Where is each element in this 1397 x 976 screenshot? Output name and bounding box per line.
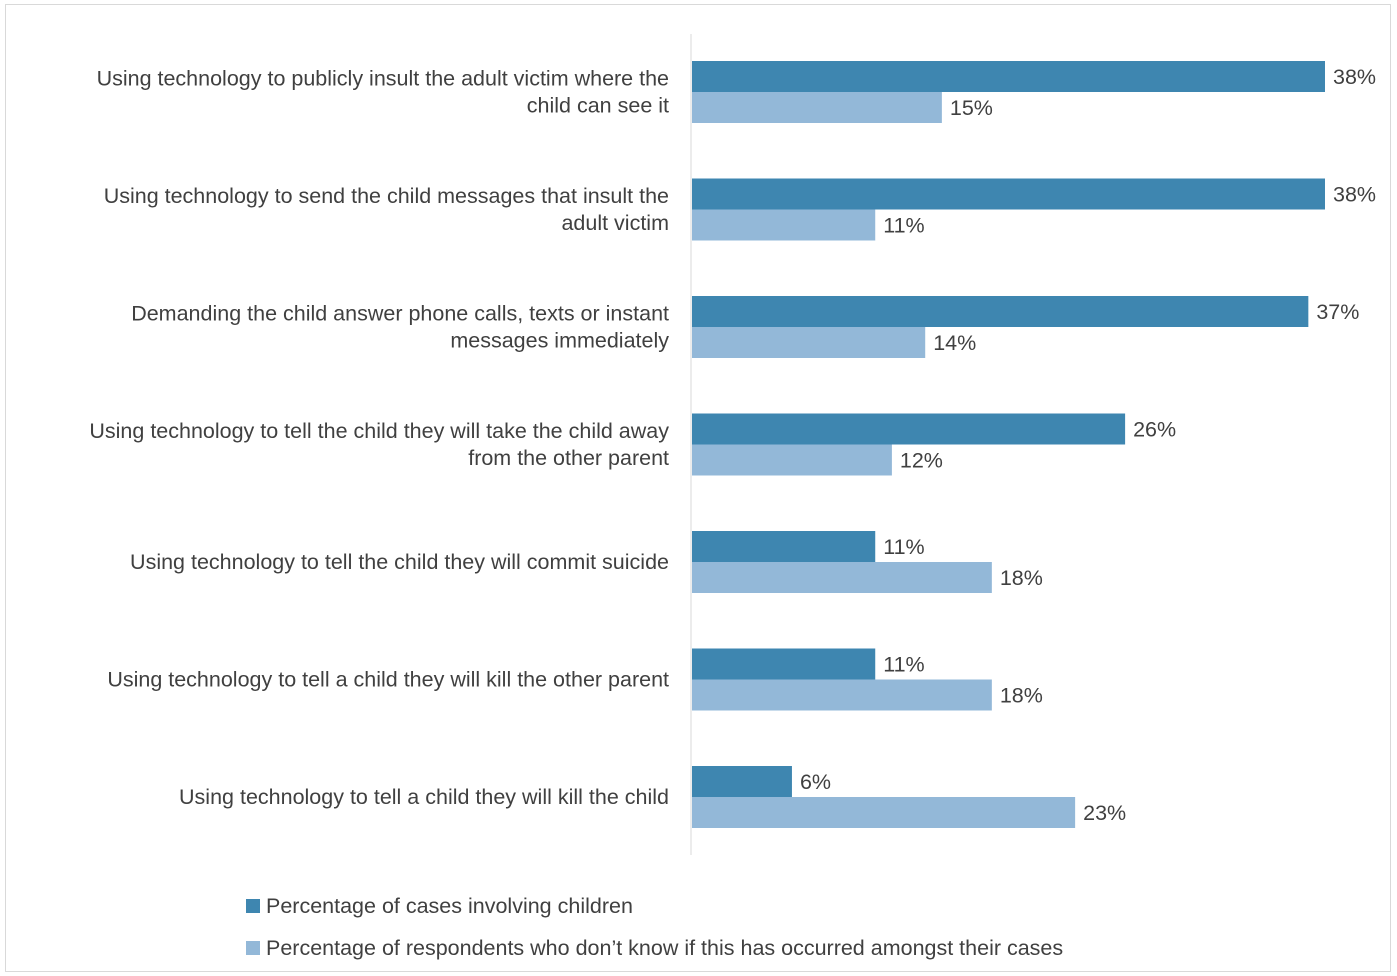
data-label: 11%	[883, 214, 924, 238]
bar-dont-know	[692, 209, 876, 241]
category-label: Using technology to tell a child they wi…	[179, 785, 669, 809]
bar-dont-know	[692, 562, 992, 593]
category-label-line: Using technology to tell a child they wi…	[107, 668, 669, 692]
legend-item-dont-know: Percentage of respondents who don’t know…	[246, 930, 1063, 966]
legend-swatch-cases	[246, 899, 260, 913]
bar-dont-know	[692, 444, 892, 476]
category-label-line: Using technology to publicly insult the …	[97, 67, 669, 91]
data-label: 23%	[1083, 801, 1126, 825]
category-label-line: Using technology to tell a child they wi…	[179, 785, 669, 809]
category-label: Using technology to tell the child they …	[89, 419, 669, 470]
data-label: 18%	[1000, 684, 1043, 708]
legend-label-cases: Percentage of cases involving children	[266, 893, 633, 918]
legend: Percentage of cases involving children P…	[246, 888, 1063, 972]
category-label: Using technology to tell a child they wi…	[107, 668, 669, 692]
data-label: 26%	[1133, 418, 1176, 442]
bar-dont-know	[692, 679, 992, 711]
category-label: Using technology to tell the child they …	[130, 550, 669, 574]
data-label: 15%	[950, 96, 993, 120]
bar-dont-know	[692, 92, 942, 123]
data-label: 6%	[800, 770, 831, 794]
category-label-line: Using technology to tell the child they …	[130, 550, 669, 574]
category-label-line: Demanding the child answer phone calls, …	[131, 302, 669, 326]
category-label-line: child can see it	[527, 94, 669, 118]
category-label: Demanding the child answer phone calls, …	[131, 302, 669, 353]
category-label-line: messages immediately	[450, 329, 669, 353]
data-label: 11%	[883, 535, 924, 559]
bar-dont-know	[692, 327, 926, 358]
bar-cases	[692, 61, 1325, 92]
bar-cases	[692, 531, 876, 562]
bar-cases	[692, 766, 792, 797]
data-label: 12%	[900, 449, 943, 473]
bar-cases	[692, 296, 1309, 327]
bar-cases	[692, 648, 876, 680]
data-labels: 38% 15% 38% 11% 37% 14% 26% 12% 11% 18% 11% 18% 6% 23…	[800, 65, 1376, 825]
category-label-line: Using technology to tell the child they …	[89, 419, 669, 443]
bar-cases	[692, 413, 1126, 445]
category-label-line: Using technology to send the child messa…	[104, 184, 669, 208]
bar-dont-know	[692, 797, 1076, 828]
category-label-line: adult victim	[561, 211, 669, 235]
data-label: 37%	[1316, 300, 1359, 324]
category-labels: Using technology to publicly insult the …	[89, 67, 669, 810]
legend-item-cases: Percentage of cases involving children	[246, 888, 1063, 924]
legend-swatch-dont-know	[246, 941, 260, 955]
category-label: Using technology to publicly insult the …	[97, 67, 669, 118]
bars	[692, 61, 1325, 828]
data-label: 14%	[933, 331, 976, 355]
data-label: 38%	[1333, 65, 1376, 89]
category-label: Using technology to send the child messa…	[104, 184, 669, 235]
data-label: 11%	[883, 653, 924, 677]
bar-cases	[692, 178, 1325, 210]
category-label-line: from the other parent	[468, 446, 669, 470]
legend-label-dont-know: Percentage of respondents who don’t know…	[266, 935, 1064, 960]
data-label: 38%	[1333, 183, 1376, 207]
data-label: 18%	[1000, 566, 1043, 590]
